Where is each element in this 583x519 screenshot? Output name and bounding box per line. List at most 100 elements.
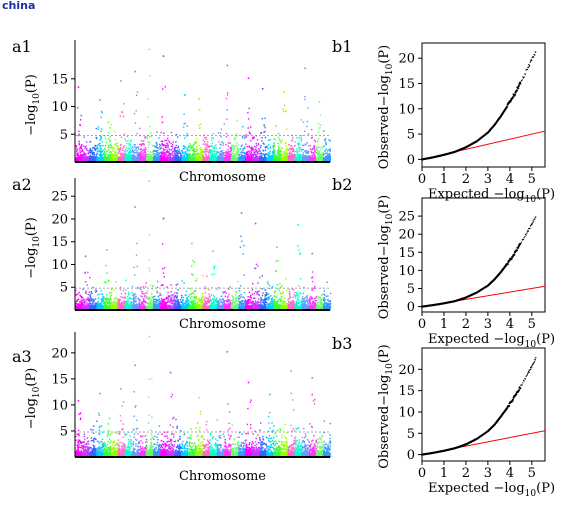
snp-band <box>315 157 323 162</box>
snp-point <box>170 284 172 286</box>
snp-point <box>249 126 252 128</box>
snp-point <box>143 143 145 145</box>
snp-point <box>76 152 78 155</box>
snp-point <box>174 296 176 298</box>
snp-point <box>188 145 190 147</box>
snp-point <box>233 137 235 139</box>
snp-point <box>120 152 122 154</box>
snp-point <box>107 138 110 140</box>
snp-point <box>283 153 286 155</box>
snp-point <box>158 152 160 154</box>
snp-point <box>174 151 176 153</box>
snp-point <box>156 280 159 283</box>
snp-point <box>248 131 251 133</box>
snp-point <box>171 299 173 302</box>
snp-point <box>114 301 116 303</box>
snp-point <box>145 292 147 294</box>
snp-point <box>105 300 108 302</box>
snp-point <box>78 298 80 300</box>
snp-point <box>246 151 248 153</box>
snp-point <box>167 137 169 140</box>
snp-point <box>133 298 135 300</box>
top-hit-point <box>318 101 321 103</box>
snp-point <box>285 149 287 152</box>
snp-point <box>156 152 158 154</box>
snp-point <box>149 136 151 138</box>
snp-point <box>136 154 138 156</box>
snp-point <box>286 153 288 155</box>
snp-point <box>134 293 137 295</box>
snp-point <box>269 147 272 149</box>
snp-point <box>155 303 157 305</box>
snp-point <box>210 155 213 157</box>
snp-point <box>316 153 318 155</box>
snp-point <box>168 152 171 154</box>
snp-point <box>306 152 308 154</box>
snp-point <box>120 149 122 151</box>
snp-point <box>200 123 202 125</box>
snp-point <box>245 136 248 138</box>
snp-point <box>120 144 122 147</box>
snp-point <box>298 155 300 157</box>
snp-point <box>117 148 119 150</box>
snp-point <box>115 302 117 304</box>
snp-point <box>105 304 108 307</box>
snp-point <box>134 296 136 298</box>
snp-point <box>136 150 138 152</box>
snp-point <box>143 144 145 146</box>
snp-point <box>138 301 141 303</box>
snp-point <box>102 296 104 298</box>
snp-point <box>76 154 78 156</box>
snp-point <box>85 141 88 143</box>
snp-point <box>144 151 146 154</box>
snp-point <box>278 147 280 150</box>
snp-point <box>277 142 279 145</box>
snp-point <box>161 303 163 305</box>
snp-point <box>123 305 125 307</box>
snp-band <box>259 157 267 162</box>
snp-point <box>273 148 275 151</box>
snp-point <box>230 152 233 154</box>
snp-point <box>126 295 129 298</box>
snp-point <box>81 149 84 151</box>
snp-point <box>261 117 264 120</box>
snp-point <box>146 292 148 294</box>
snp-point <box>156 286 159 289</box>
snp-point <box>248 107 250 110</box>
snp-point <box>286 152 289 154</box>
snp-point <box>255 146 257 148</box>
snp-point <box>301 134 303 137</box>
snp-point <box>201 151 203 153</box>
snp-point <box>102 299 105 301</box>
snp-point <box>76 300 78 302</box>
snp-point <box>149 74 151 77</box>
snp-point <box>118 304 121 307</box>
snp-point <box>130 151 132 153</box>
snp-point <box>247 118 250 120</box>
snp-point <box>132 146 134 148</box>
snp-point <box>88 291 91 293</box>
snp-point <box>299 146 301 149</box>
snp-point <box>252 136 254 139</box>
snp-point <box>80 146 82 149</box>
snp-point <box>172 302 174 304</box>
snp-point <box>168 148 170 150</box>
snp-point <box>264 136 267 139</box>
snp-point <box>135 300 137 302</box>
snp-point <box>112 300 115 303</box>
snp-point <box>266 146 268 148</box>
snp-point <box>82 288 84 290</box>
snp-point <box>250 149 253 151</box>
snp-point <box>229 150 231 153</box>
snp-point <box>244 156 246 158</box>
snp-point <box>272 146 274 149</box>
snp-point <box>223 123 225 125</box>
snp-point <box>286 148 288 150</box>
snp-point <box>162 305 164 307</box>
snp-point <box>321 152 324 154</box>
snp-point <box>243 151 245 154</box>
snp-point <box>173 152 176 155</box>
snp-point <box>162 300 165 302</box>
snp-point <box>119 288 122 291</box>
snp-point <box>120 296 122 298</box>
